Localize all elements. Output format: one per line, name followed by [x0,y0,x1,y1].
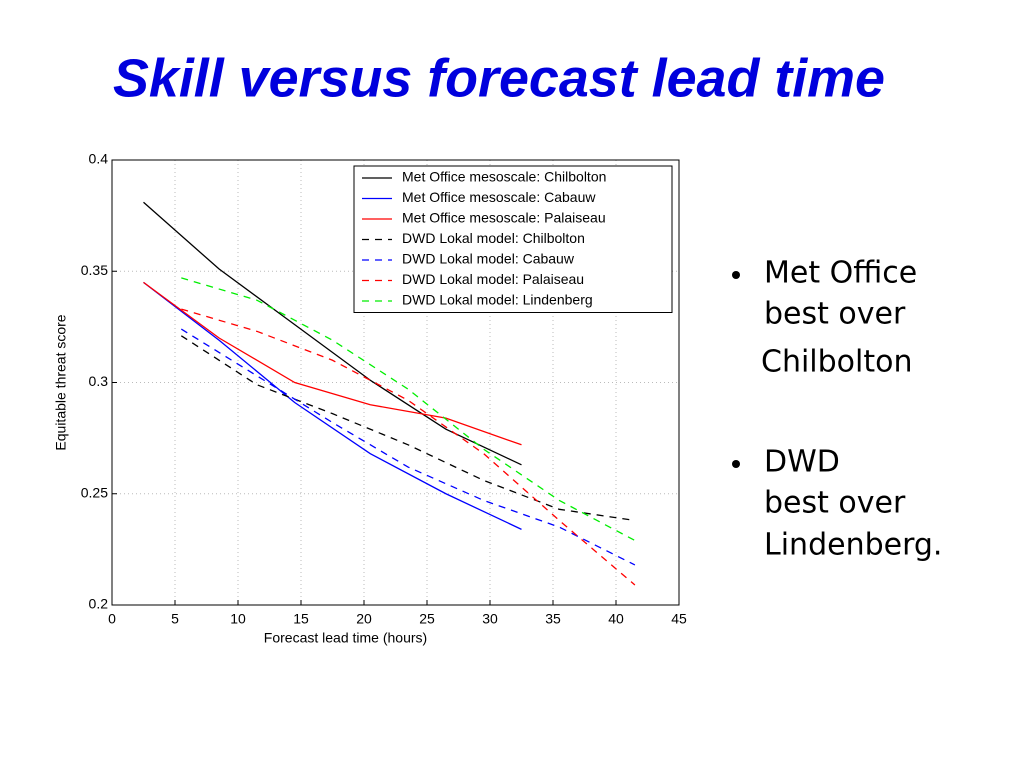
x-tick-label: 0 [108,611,116,627]
legend-box [353,165,673,313]
y-tick-label: 0.2 [89,596,109,612]
x-tick-label: 10 [230,611,246,627]
x-tick-label: 40 [608,611,624,627]
bullet-text: DWD [764,445,840,480]
x-tick-label: 15 [293,611,309,627]
series-line [181,308,636,586]
x-axis-label: Forecast lead time (hours) [264,630,427,646]
legend-label: Met Office mesoscale: Palaiseau [402,210,606,226]
series-line [143,281,522,530]
y-tick-label: 0.25 [81,484,108,500]
legend-label: DWD Lokal model: Cabauw [402,251,575,267]
axes-frame [111,159,680,606]
legend-label: Met Office mesoscale: Chilbolton [402,169,606,185]
legend-label: Met Office mesoscale: Cabauw [402,189,596,205]
bullet-text: Met Office [764,256,917,291]
legend-label: DWD Lokal model: Chilbolton [402,230,585,246]
x-tick-label: 20 [356,611,372,627]
x-tick-label: 35 [545,611,561,627]
series-line [180,335,635,522]
slide-title: Skill versus forecast lead time [113,48,885,108]
x-tick-label: 5 [171,611,179,627]
bullet-text: best over [764,297,906,332]
x-tick-label: 30 [482,611,498,627]
x-tick-label: 25 [419,611,435,627]
series-line [180,328,636,566]
bullet-dot [732,460,740,468]
y-tick-label: 0.35 [81,262,108,278]
series-line [143,201,522,466]
y-tick-label: 0.3 [89,373,109,389]
series-line [181,277,636,542]
bullet-text: Chilbolton [761,345,913,380]
y-axis-label: Equitable threat score [53,314,69,450]
x-tick-label: 45 [671,611,687,627]
y-tick-label: 0.4 [89,151,109,167]
series-line [143,281,522,446]
bullet-text: best over [764,486,906,521]
legend-label: DWD Lokal model: Lindenberg [402,292,593,308]
bullet-dot [732,271,740,279]
legend-label: DWD Lokal model: Palaiseau [402,271,584,287]
bullet-text: Lindenberg. [764,528,942,563]
